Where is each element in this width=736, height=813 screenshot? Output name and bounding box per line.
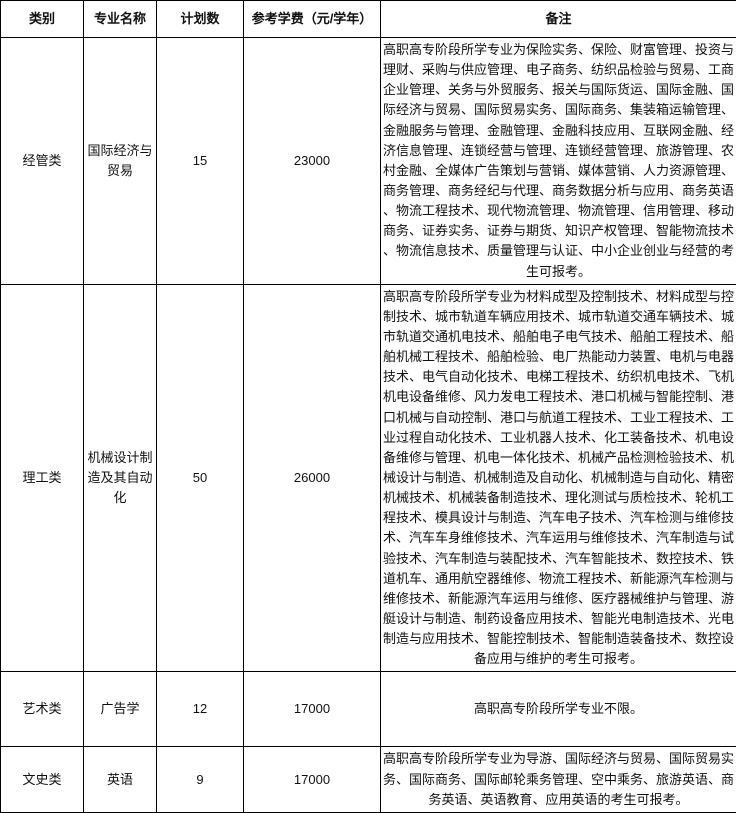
cell-tuition: 17000 <box>244 747 381 812</box>
cell-remark: 高职高专阶段所学专业为导游、国际经济与贸易、国际贸易实务、国际商务、国际邮轮乘务… <box>381 747 736 812</box>
cell-remark: 高职高专阶段所学专业为保险实务、保险、财富管理、投资与理财、采购与供应管理、电子… <box>381 38 736 285</box>
table-row: 经管类 国际经济与贸易 15 23000 高职高专阶段所学专业为保险实务、保险、… <box>1 38 736 285</box>
col-header-category: 类别 <box>1 1 84 38</box>
table-row: 文史类 英语 9 17000 高职高专阶段所学专业为导游、国际经济与贸易、国际贸… <box>1 747 736 812</box>
col-header-tuition: 参考学费（元/学年） <box>244 1 381 38</box>
cell-plan-count: 15 <box>157 38 244 285</box>
cell-remark: 高职高专阶段所学专业不限。 <box>381 672 736 747</box>
table-row: 理工类 机械设计制造及其自动化 50 26000 高职高专阶段所学专业为材料成型… <box>1 284 736 672</box>
table-header-row: 类别 专业名称 计划数 参考学费（元/学年） 备注 <box>1 1 736 38</box>
cell-category: 文史类 <box>1 747 84 812</box>
cell-remark: 高职高专阶段所学专业为材料成型及控制技术、材料成型与控制技术、城市轨道车辆应用技… <box>381 284 736 672</box>
cell-category: 理工类 <box>1 284 84 672</box>
cell-major: 广告学 <box>84 672 157 747</box>
col-header-major: 专业名称 <box>84 1 157 38</box>
cell-tuition: 26000 <box>244 284 381 672</box>
cell-major: 机械设计制造及其自动化 <box>84 284 157 672</box>
col-header-plan-count: 计划数 <box>157 1 244 38</box>
cell-category: 艺术类 <box>1 672 84 747</box>
table-row: 艺术类 广告学 12 17000 高职高专阶段所学专业不限。 <box>1 672 736 747</box>
cell-major: 国际经济与贸易 <box>84 38 157 285</box>
col-header-remark: 备注 <box>381 1 736 38</box>
cell-plan-count: 12 <box>157 672 244 747</box>
cell-category: 经管类 <box>1 38 84 285</box>
cell-tuition: 23000 <box>244 38 381 285</box>
cell-tuition: 17000 <box>244 672 381 747</box>
cell-plan-count: 9 <box>157 747 244 812</box>
cell-plan-count: 50 <box>157 284 244 672</box>
cell-major: 英语 <box>84 747 157 812</box>
